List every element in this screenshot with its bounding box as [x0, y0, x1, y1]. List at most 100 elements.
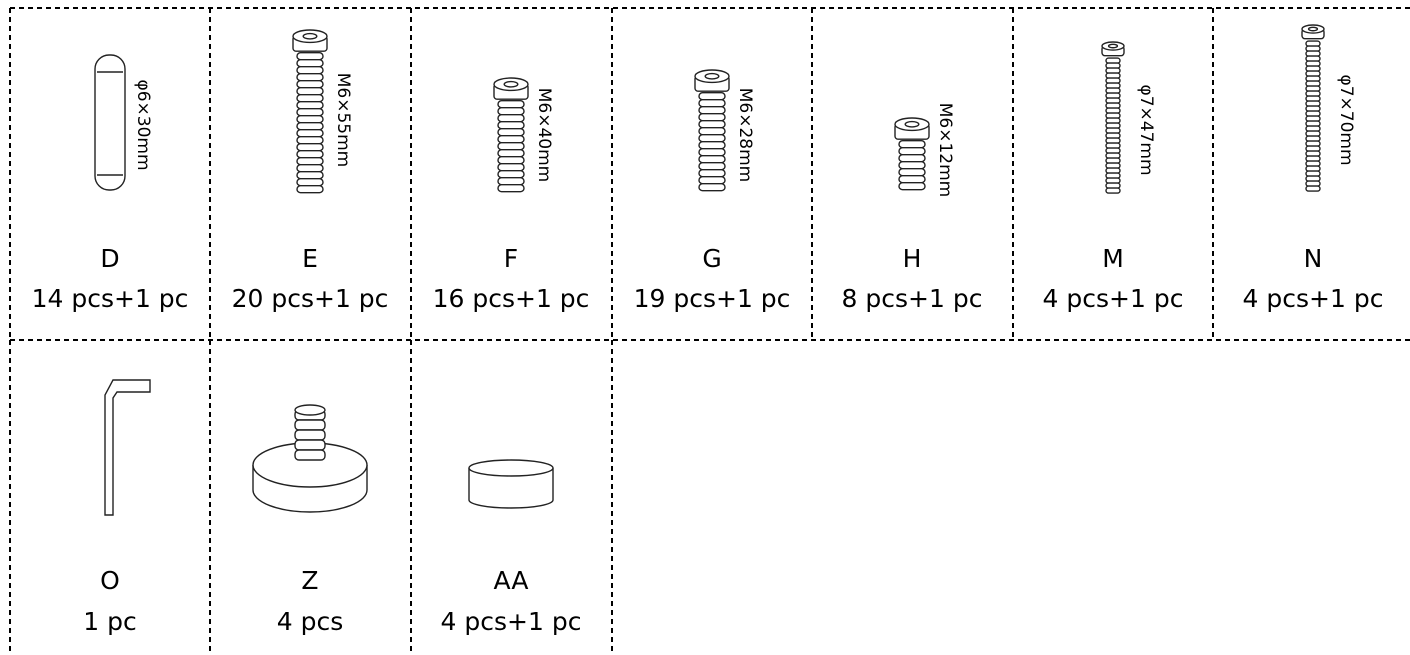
thread [698, 98, 726, 108]
thread [698, 126, 726, 136]
hex-socket [904, 120, 920, 128]
thread [296, 170, 324, 180]
part-label: Z [301, 566, 318, 595]
hex-socket [503, 80, 519, 88]
thread [1305, 170, 1321, 177]
thread [296, 72, 324, 82]
thread [1105, 77, 1121, 84]
thread [1305, 105, 1321, 112]
part-quantity: 4 pcs+1 pc [1243, 284, 1384, 313]
part-quantity: 1 pc [83, 607, 136, 636]
thread [1305, 145, 1321, 152]
part-size: M6×28mm [735, 88, 755, 182]
part-quantity: 14 pcs+1 pc [32, 284, 189, 313]
hex-socket [1107, 43, 1119, 49]
part-quantity: 4 pcs+1 pc [1043, 284, 1184, 313]
thread [898, 160, 926, 170]
thread [1305, 80, 1321, 87]
thread [898, 174, 926, 184]
thread [1305, 180, 1321, 187]
thread [497, 141, 525, 151]
thread [1305, 115, 1321, 122]
thread [1305, 185, 1321, 192]
part-size: M6×55mm [333, 73, 353, 167]
thread [1105, 87, 1121, 94]
thread [898, 139, 926, 149]
thread [1305, 60, 1321, 67]
thread [1305, 120, 1321, 127]
thread [497, 176, 525, 186]
part-label: O [100, 566, 120, 595]
thread [1305, 155, 1321, 162]
part-size: M6×12mm [935, 103, 955, 197]
thread [1105, 62, 1121, 69]
part-label: AA [494, 566, 529, 595]
thread [296, 100, 324, 110]
thread [1105, 162, 1121, 169]
thread [497, 183, 525, 193]
thread [1105, 127, 1121, 134]
thread [296, 163, 324, 173]
thread [296, 121, 324, 131]
thread [296, 93, 324, 103]
part-label: D [100, 244, 119, 273]
thread [1305, 125, 1321, 132]
thread [296, 86, 324, 96]
foot-stud-top [294, 404, 326, 416]
pad-top [468, 459, 554, 477]
thread [698, 168, 726, 178]
thread [296, 128, 324, 138]
thread [698, 161, 726, 171]
thread [1305, 100, 1321, 107]
part-quantity: 20 pcs+1 pc [232, 284, 389, 313]
part-cell: F 16 pcs+1 pc M6×40mm [433, 77, 589, 313]
hex-socket [704, 72, 720, 80]
thread [1105, 57, 1121, 64]
thread [296, 142, 324, 152]
thread [296, 177, 324, 187]
thread [1305, 110, 1321, 117]
part-label: M [1102, 244, 1124, 273]
thread [898, 153, 926, 163]
thread [497, 169, 525, 179]
thread [1305, 50, 1321, 57]
thread [497, 162, 525, 172]
thread [698, 133, 726, 143]
thread [296, 107, 324, 117]
foot-thread [294, 439, 326, 451]
thread [1305, 130, 1321, 137]
pad-side [468, 468, 554, 509]
thread [1105, 137, 1121, 144]
thread [698, 154, 726, 164]
thread [296, 149, 324, 159]
thread [698, 175, 726, 185]
thread [1105, 97, 1121, 104]
thread [1105, 132, 1121, 139]
part-label: E [302, 244, 318, 273]
thread [1305, 75, 1321, 82]
thread [296, 156, 324, 166]
foot-thread [294, 429, 326, 441]
thread [1305, 175, 1321, 182]
thread [296, 114, 324, 124]
thread [1105, 82, 1121, 89]
part-cell: AA 4 pcs+1 pc [441, 459, 581, 636]
hex-key [104, 379, 151, 516]
dowel [94, 54, 126, 191]
thread [1105, 177, 1121, 184]
part-cell: N 4 pcs+1 pc φ7×70mm [1243, 24, 1384, 313]
thread [1105, 182, 1121, 189]
thread [296, 184, 324, 194]
thread [1105, 122, 1121, 129]
foot-thread [294, 419, 326, 431]
part-cell: H 8 pcs+1 pc M6×12mm [842, 103, 983, 313]
part-cell: Z 4 pcs [252, 404, 368, 636]
thread [1305, 65, 1321, 72]
thread [1105, 152, 1121, 159]
part-size: φ7×47mm [1136, 84, 1156, 175]
part-size: φ6×30mm [133, 79, 153, 170]
thread [1305, 135, 1321, 142]
thread [1305, 55, 1321, 62]
thread [1305, 150, 1321, 157]
part-label: H [903, 244, 922, 273]
